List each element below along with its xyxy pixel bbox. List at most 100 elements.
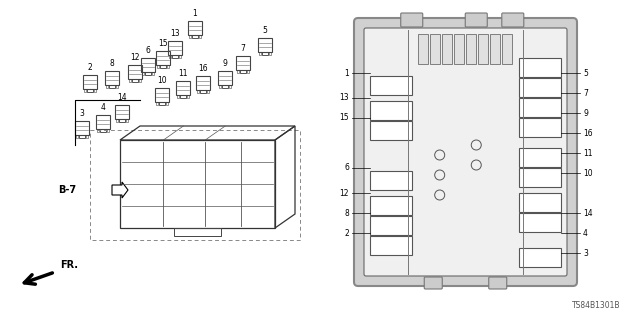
- Bar: [228, 85, 231, 87]
- Bar: [79, 135, 85, 138]
- Bar: [116, 119, 118, 122]
- Text: 7: 7: [583, 89, 588, 98]
- Text: 3: 3: [583, 249, 588, 258]
- Bar: [90, 130, 300, 240]
- Bar: [519, 193, 561, 212]
- Bar: [519, 118, 561, 137]
- FancyBboxPatch shape: [502, 13, 524, 27]
- Bar: [100, 129, 106, 132]
- Bar: [240, 70, 246, 73]
- Text: 16: 16: [583, 129, 593, 138]
- Bar: [139, 79, 141, 82]
- Bar: [75, 121, 89, 135]
- Bar: [478, 34, 488, 64]
- Bar: [199, 35, 201, 37]
- Bar: [502, 34, 512, 64]
- Bar: [160, 65, 166, 68]
- Text: 13: 13: [339, 93, 349, 102]
- Bar: [262, 52, 268, 55]
- Text: B-7: B-7: [58, 185, 76, 195]
- Bar: [157, 65, 159, 68]
- Bar: [188, 21, 202, 35]
- Polygon shape: [112, 182, 128, 198]
- Bar: [219, 85, 221, 87]
- Bar: [145, 72, 151, 75]
- Text: 8: 8: [344, 209, 349, 218]
- Bar: [187, 95, 189, 98]
- Bar: [86, 135, 88, 138]
- Bar: [93, 89, 96, 92]
- FancyBboxPatch shape: [424, 277, 442, 289]
- Text: 1: 1: [193, 9, 197, 18]
- Bar: [76, 135, 78, 138]
- Bar: [166, 102, 168, 105]
- Bar: [519, 148, 561, 167]
- FancyBboxPatch shape: [354, 18, 577, 286]
- Bar: [141, 58, 155, 72]
- Bar: [519, 98, 561, 117]
- Bar: [430, 34, 440, 64]
- Text: 14: 14: [583, 209, 593, 218]
- Bar: [519, 58, 561, 77]
- Text: 12: 12: [339, 188, 349, 197]
- Bar: [116, 85, 118, 87]
- Text: FR.: FR.: [60, 260, 78, 270]
- Bar: [176, 81, 190, 95]
- Text: 5: 5: [583, 68, 588, 77]
- Bar: [109, 85, 115, 88]
- Bar: [125, 119, 128, 122]
- Bar: [179, 55, 181, 58]
- Bar: [132, 79, 138, 82]
- Bar: [107, 129, 109, 132]
- Bar: [519, 168, 561, 187]
- Bar: [128, 65, 142, 79]
- Text: 2: 2: [88, 63, 92, 72]
- Bar: [174, 228, 221, 236]
- Bar: [519, 248, 561, 267]
- Bar: [159, 102, 165, 105]
- Bar: [370, 76, 412, 95]
- Text: 11: 11: [179, 69, 188, 78]
- Text: 4: 4: [583, 228, 588, 237]
- Bar: [106, 85, 108, 87]
- FancyBboxPatch shape: [364, 28, 567, 276]
- Bar: [200, 90, 206, 93]
- Text: 14: 14: [117, 93, 127, 102]
- FancyBboxPatch shape: [465, 13, 487, 27]
- Bar: [218, 71, 232, 85]
- Bar: [141, 72, 144, 75]
- Text: TS84B1301B: TS84B1301B: [572, 301, 620, 310]
- Bar: [237, 70, 239, 73]
- Bar: [180, 95, 186, 98]
- Bar: [222, 85, 228, 88]
- Bar: [156, 102, 158, 105]
- Text: 9: 9: [223, 59, 227, 68]
- Bar: [129, 79, 131, 82]
- Text: 16: 16: [198, 64, 208, 73]
- Bar: [97, 129, 99, 132]
- Bar: [167, 65, 169, 68]
- Text: 3: 3: [79, 109, 84, 118]
- Bar: [172, 55, 178, 58]
- Text: 9: 9: [583, 108, 588, 117]
- Text: 2: 2: [344, 228, 349, 237]
- Bar: [259, 52, 261, 54]
- Bar: [370, 121, 412, 140]
- Bar: [84, 89, 86, 92]
- Bar: [370, 216, 412, 235]
- Bar: [115, 105, 129, 119]
- Bar: [418, 34, 428, 64]
- Bar: [442, 34, 452, 64]
- Bar: [466, 34, 476, 64]
- Text: 11: 11: [583, 148, 593, 157]
- Bar: [370, 236, 412, 255]
- Text: 8: 8: [109, 59, 115, 68]
- Bar: [196, 90, 199, 92]
- Bar: [168, 41, 182, 55]
- Text: 12: 12: [131, 53, 140, 62]
- Bar: [370, 171, 412, 190]
- Text: 7: 7: [241, 44, 245, 53]
- Text: 1: 1: [344, 68, 349, 77]
- Bar: [269, 52, 271, 54]
- Text: 10: 10: [157, 76, 167, 85]
